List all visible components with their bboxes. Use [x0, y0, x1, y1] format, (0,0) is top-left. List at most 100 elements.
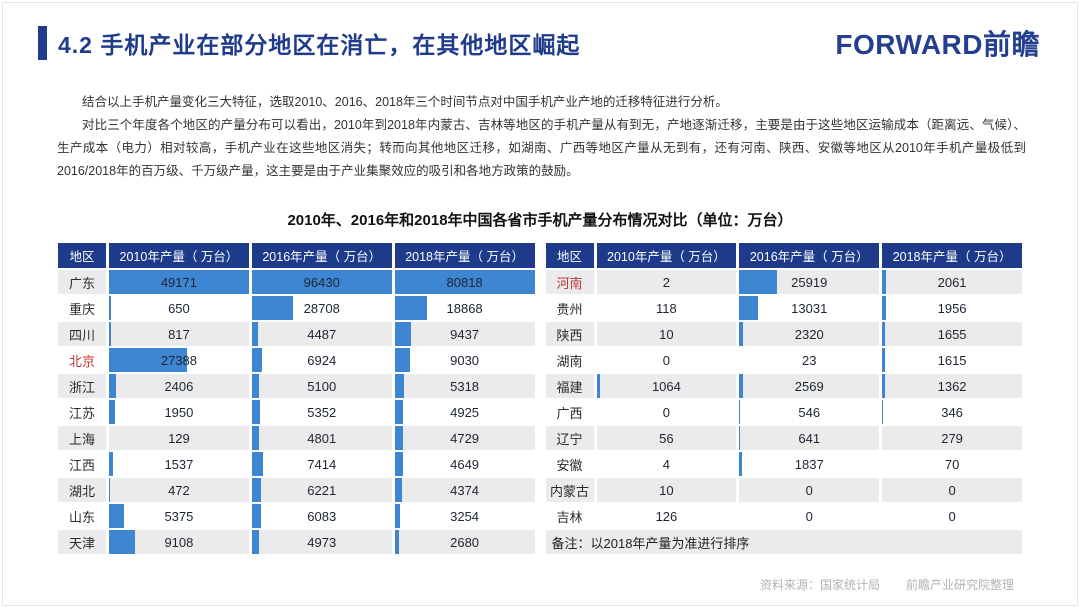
value-cell: 126	[596, 504, 737, 528]
data-bar	[251, 530, 260, 554]
value-text: 6083	[307, 508, 337, 524]
data-bar	[394, 478, 403, 502]
value-text: 279	[941, 430, 963, 446]
table-row: 北京 27388 6924 9030	[58, 348, 535, 372]
region-cell: 吉林	[545, 504, 594, 528]
data-bar	[394, 400, 404, 424]
table-title: 2010年、2016年和2018年中国各省市手机产量分布情况对比（单位：万台）	[287, 212, 793, 229]
value-cell: 279	[882, 426, 1022, 450]
value-cell: 5352	[251, 400, 392, 424]
data-bar	[882, 296, 886, 320]
value-cell: 13031	[739, 296, 880, 320]
value-text: 6221	[307, 482, 337, 498]
paragraph-1: 结合以上手机产量变化三大特征，选取2010、2016、2018年三个时间节点对中…	[82, 95, 728, 109]
value-text: 4973	[307, 534, 337, 550]
value-cell: 4	[596, 452, 737, 476]
data-bar	[109, 374, 116, 398]
data-bar	[109, 530, 135, 554]
data-bar	[251, 452, 263, 476]
value-text: 1064	[651, 378, 681, 394]
value-cell: 1615	[882, 348, 1022, 372]
region-cell: 山东	[58, 504, 106, 528]
value-cell: 9108	[109, 530, 249, 554]
table-row: 四川 817 4487 9437	[58, 322, 535, 346]
value-cell: 25919	[739, 270, 880, 294]
value-cell: 1837	[739, 452, 880, 476]
value-text: 4729	[450, 430, 480, 446]
value-text: 9108	[164, 534, 194, 550]
value-text: 9030	[450, 352, 480, 368]
data-bar	[394, 452, 403, 476]
value-text: 4801	[307, 430, 337, 446]
value-text: 2569	[794, 378, 824, 394]
column-header: 2010年产量（ 万台）	[596, 243, 737, 268]
value-cell: 2320	[739, 322, 880, 346]
data-bar	[739, 426, 741, 450]
title-accent-bar	[38, 26, 47, 60]
value-cell: 2	[596, 270, 737, 294]
data-bar	[251, 504, 261, 528]
region-cell: 天津	[58, 530, 106, 554]
column-header: 2016年产量（ 万台）	[739, 243, 880, 268]
value-text: 817	[168, 326, 190, 342]
value-text: 1362	[937, 378, 967, 394]
value-text: 1950	[164, 404, 194, 420]
table-row: 吉林 126 0 0	[545, 504, 1022, 528]
data-bar	[394, 296, 428, 320]
data-bar	[251, 296, 294, 320]
value-text: 2061	[937, 274, 967, 290]
value-cell: 4374	[394, 478, 535, 502]
value-text: 25919	[791, 274, 828, 290]
value-cell: 1064	[596, 374, 737, 398]
region-cell: 陕西	[545, 322, 594, 346]
value-text: 1837	[794, 456, 824, 472]
value-cell: 817	[109, 322, 249, 346]
data-bar	[109, 322, 112, 346]
data-bar	[882, 322, 886, 346]
value-cell: 650	[109, 296, 249, 320]
value-text: 13031	[791, 300, 828, 316]
value-text: 0	[948, 508, 956, 524]
data-bar	[251, 426, 259, 450]
value-cell: 4973	[251, 530, 392, 554]
value-cell: 9030	[394, 348, 535, 372]
value-text: 0	[805, 508, 813, 524]
value-cell: 1655	[882, 322, 1022, 346]
data-bar	[739, 452, 742, 476]
data-bar	[394, 348, 411, 372]
value-cell: 0	[739, 478, 880, 502]
value-text: 546	[798, 404, 821, 420]
column-header: 2018年产量（ 万台）	[394, 243, 535, 268]
value-cell: 2061	[882, 270, 1022, 294]
region-cell: 湖北	[58, 478, 106, 502]
region-cell: 重庆	[58, 296, 106, 320]
column-header: 2016年产量（ 万台）	[251, 243, 392, 268]
table-row: 内蒙古 10 0 0	[545, 478, 1022, 502]
value-cell: 10	[596, 322, 737, 346]
region-cell: 广东	[58, 270, 106, 294]
value-text: 346	[941, 404, 963, 420]
value-cell: 7414	[251, 452, 392, 476]
value-cell: 0	[596, 348, 737, 372]
right-table-panel: 地区 2010年产量（ 万台） 2016年产量（ 万台） 2018年产量（ 万台） 河…	[543, 241, 1026, 556]
value-cell: 0	[739, 504, 880, 528]
column-header: 2010年产量（ 万台）	[109, 243, 249, 268]
column-header: 地区	[545, 243, 594, 268]
value-cell: 96430	[251, 270, 392, 294]
footer-org: 前瞻产业研究院整理	[905, 578, 1014, 592]
data-bar	[739, 374, 744, 398]
value-text: 56	[659, 430, 674, 446]
value-cell: 6924	[251, 348, 392, 372]
value-text: 96430	[303, 274, 340, 290]
value-cell: 118	[596, 296, 737, 320]
region-cell: 四川	[58, 322, 106, 346]
value-text: 472	[168, 482, 190, 498]
data-bar	[739, 296, 759, 320]
value-cell: 1362	[882, 374, 1022, 398]
value-cell: 4649	[394, 452, 535, 476]
data-bar	[394, 530, 400, 554]
data-bar	[251, 374, 260, 398]
value-cell: 1950	[109, 400, 249, 424]
value-cell: 2569	[739, 374, 880, 398]
value-text: 118	[656, 300, 677, 316]
